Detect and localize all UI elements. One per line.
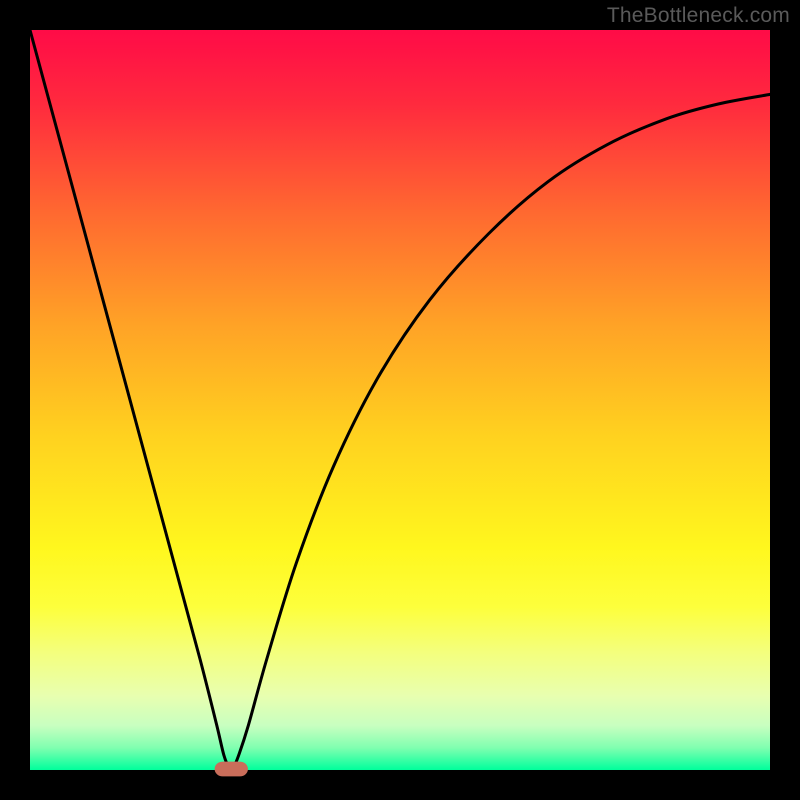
bottleneck-curve-chart [0, 0, 800, 800]
chart-container: TheBottleneck.com [0, 0, 800, 800]
plot-background [30, 30, 770, 770]
optimal-point-marker [215, 762, 248, 777]
